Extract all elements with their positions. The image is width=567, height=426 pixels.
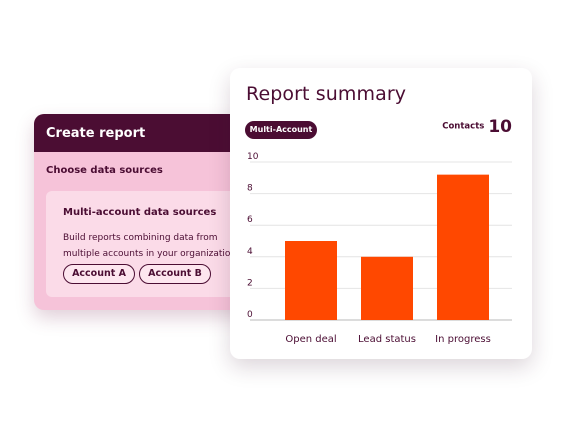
- chart-bars: [285, 174, 489, 320]
- report-summary-card: Report summary Multi-Account Contacts 10 …: [230, 68, 532, 359]
- create-report-title: Create report: [34, 114, 252, 152]
- y-tick-label: 10: [247, 152, 259, 162]
- y-tick-label: 8: [247, 184, 253, 194]
- report-summary-title: Report summary: [246, 83, 407, 105]
- x-tick-label: Lead status: [358, 334, 416, 345]
- create-report-card: Create report Choose data sources Multi-…: [34, 114, 252, 310]
- x-axis-labels: Open deal Lead status In progress: [285, 334, 490, 345]
- contacts-count: Contacts 10: [442, 116, 512, 137]
- choose-data-sources-label: Choose data sources: [46, 165, 163, 176]
- y-tick-label: 4: [247, 247, 253, 257]
- bar-lead-status[interactable]: [361, 256, 413, 320]
- account-b-button[interactable]: Account B: [139, 264, 211, 284]
- multi-account-description: Build reports combining data from multip…: [63, 233, 237, 259]
- account-a-button[interactable]: Account A: [63, 264, 135, 284]
- y-tick-label: 0: [247, 310, 253, 320]
- multi-account-option[interactable]: Multi-account data sources Build reports…: [46, 191, 252, 297]
- bar-in-progress[interactable]: [437, 174, 489, 320]
- x-tick-label: In progress: [435, 334, 491, 345]
- contacts-value: 10: [488, 116, 512, 137]
- x-tick-label: Open deal: [285, 334, 336, 345]
- y-tick-label: 2: [247, 278, 253, 288]
- bar-chart: 0 2 4 6 8 10 Open deal Lead status In progress: [247, 152, 512, 345]
- y-tick-label: 6: [247, 215, 253, 225]
- contacts-label: Contacts: [442, 121, 485, 132]
- y-axis-ticks: 0 2 4 6 8 10: [247, 152, 259, 320]
- multi-account-badge: Multi-Account: [245, 121, 317, 139]
- bar-open-deal[interactable]: [285, 241, 337, 320]
- multi-account-title: Multi-account data sources: [63, 207, 217, 218]
